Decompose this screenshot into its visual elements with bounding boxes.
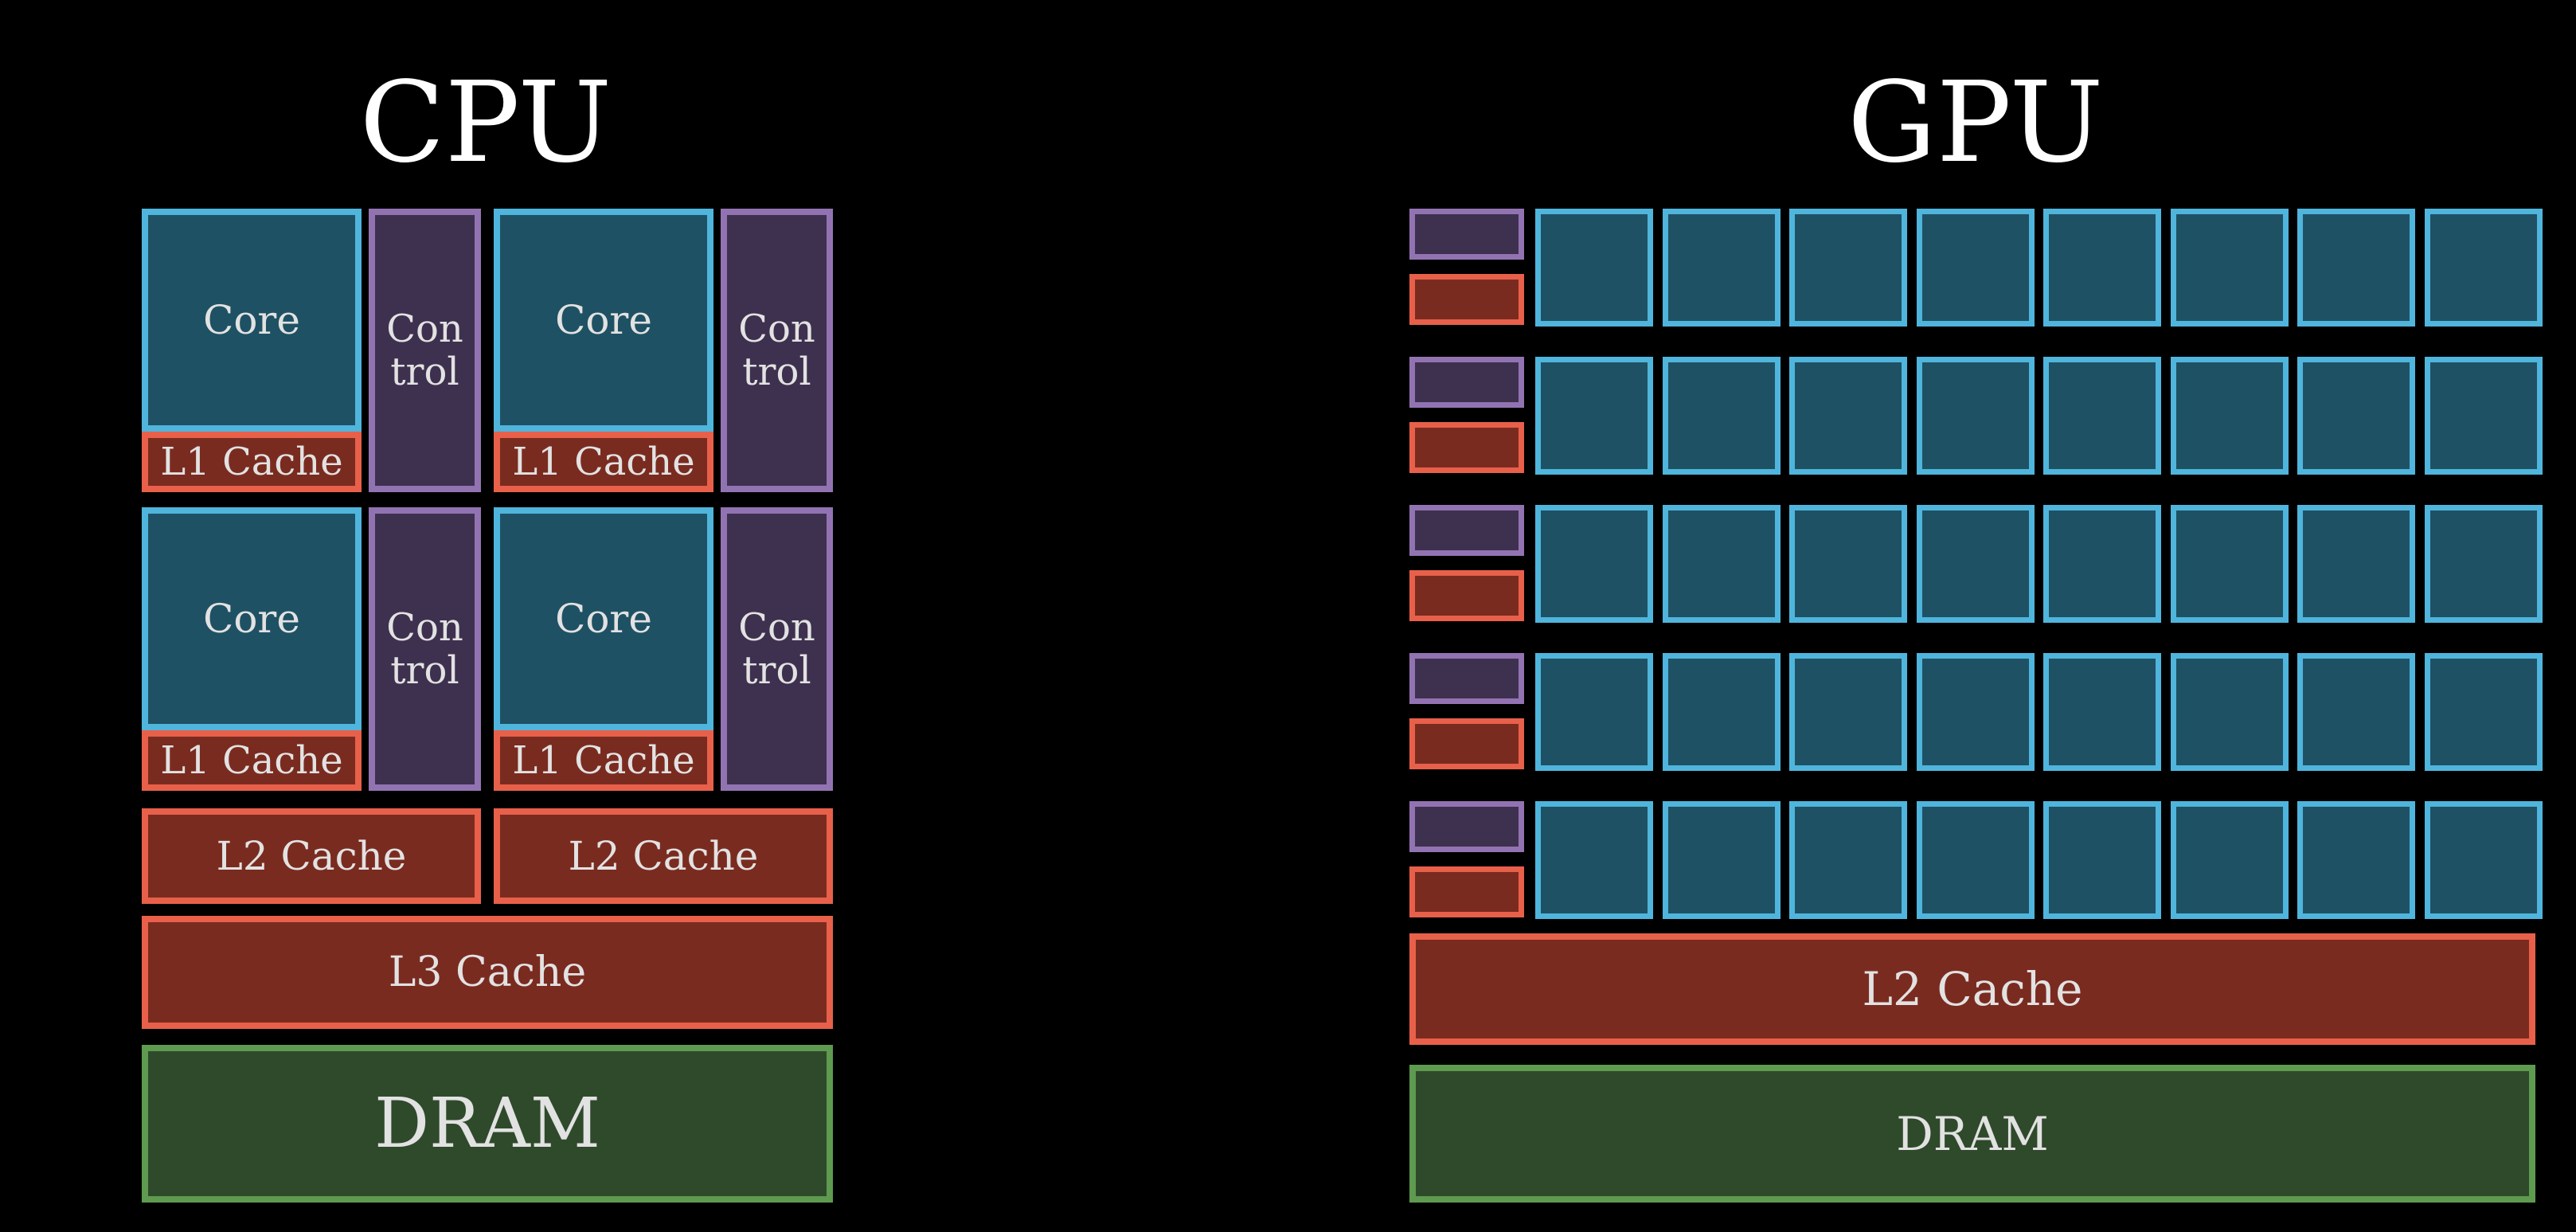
cpu-core-3: Core (142, 507, 362, 730)
cpu-l3-cache: L3 Cache (142, 916, 833, 1029)
l3-cache-label: L3 Cache (388, 948, 587, 996)
gpu-core (1789, 209, 1907, 327)
gpu-core (2171, 801, 2289, 919)
gpu-core (1789, 505, 1907, 623)
cpu-dram: DRAM (142, 1045, 833, 1203)
gpu-core (1663, 801, 1781, 919)
gpu-l1-cache-2 (1409, 422, 1524, 473)
gpu-core (2171, 653, 2289, 771)
cpu-control-1: Con trol (369, 209, 481, 492)
gpu-core (2425, 357, 2543, 475)
gpu-core (2297, 357, 2415, 475)
gpu-core (1535, 505, 1653, 623)
gpu-core (2425, 209, 2543, 327)
l1-cache-label: L1 Cache (160, 738, 343, 783)
gpu-core (1789, 653, 1907, 771)
l2-cache-label: L2 Cache (568, 833, 759, 879)
gpu-core (2425, 653, 2543, 771)
l2-cache-label: L2 Cache (216, 833, 407, 879)
cpu-control-3: Con trol (369, 507, 481, 791)
gpu-core (1535, 357, 1653, 475)
gpu-core (1663, 209, 1781, 327)
gpu-title: GPU (1847, 58, 2104, 188)
core-label: Core (203, 297, 300, 343)
gpu-core (2425, 801, 2543, 919)
core-label: Core (555, 297, 652, 343)
gpu-core (1789, 357, 1907, 475)
gpu-core (2171, 357, 2289, 475)
cpu-core-4: Core (494, 507, 713, 730)
cpu-l1-cache-3: L1 Cache (142, 730, 362, 791)
gpu-control-4 (1409, 653, 1524, 704)
gpu-control-1 (1409, 209, 1524, 260)
core-label: Core (555, 596, 652, 642)
cpu-l1-cache-4: L1 Cache (494, 730, 713, 791)
gpu-core (1917, 357, 2035, 475)
gpu-core (2043, 505, 2161, 623)
gpu-core (2043, 357, 2161, 475)
gpu-l1-cache-5 (1409, 866, 1524, 917)
gpu-core (1917, 209, 2035, 327)
gpu-core (1917, 801, 2035, 919)
control-label-line2: trol (390, 350, 459, 394)
gpu-core (1535, 801, 1653, 919)
gpu-core (2171, 209, 2289, 327)
control-label-line1: Con (738, 605, 815, 650)
gpu-core (1663, 357, 1781, 475)
cpu-title: CPU (359, 58, 612, 188)
gpu-core (2297, 209, 2415, 327)
gpu-dram: DRAM (1409, 1065, 2535, 1203)
gpu-core (1535, 653, 1653, 771)
cpu-l1-cache-2: L1 Cache (494, 432, 713, 492)
cpu-l1-cache-1: L1 Cache (142, 432, 362, 492)
gpu-core (2043, 653, 2161, 771)
gpu-core (2043, 209, 2161, 327)
core-label: Core (203, 596, 300, 642)
gpu-core (1917, 505, 2035, 623)
gpu-control-3 (1409, 505, 1524, 556)
control-label-line1: Con (386, 307, 463, 351)
cpu-core-1: Core (142, 209, 362, 432)
gpu-control-5 (1409, 801, 1524, 852)
gpu-l1-cache-3 (1409, 570, 1524, 621)
cpu-control-4: Con trol (721, 507, 833, 791)
cpu-l2-cache-right: L2 Cache (494, 808, 833, 904)
l1-cache-label: L1 Cache (512, 738, 695, 783)
control-label-line2: trol (390, 648, 459, 693)
gpu-core (1663, 653, 1781, 771)
gpu-core (2297, 505, 2415, 623)
l1-cache-label: L1 Cache (160, 440, 343, 484)
gpu-core (1663, 505, 1781, 623)
gpu-control-2 (1409, 357, 1524, 408)
gpu-core (2425, 505, 2543, 623)
gpu-core (2297, 653, 2415, 771)
gpu-core (2043, 801, 2161, 919)
gpu-core (1917, 653, 2035, 771)
l2-cache-label: L2 Cache (1862, 962, 2083, 1016)
dram-label: DRAM (1896, 1106, 2049, 1161)
gpu-core (2297, 801, 2415, 919)
gpu-core (2171, 505, 2289, 623)
gpu-l2-cache: L2 Cache (1409, 933, 2535, 1045)
gpu-l1-cache-1 (1409, 274, 1524, 325)
cpu-core-2: Core (494, 209, 713, 432)
gpu-core (1789, 801, 1907, 919)
gpu-core (1535, 209, 1653, 327)
cpu-l2-cache-left: L2 Cache (142, 808, 481, 904)
control-label-line2: trol (742, 350, 811, 394)
cpu-control-2: Con trol (721, 209, 833, 492)
control-label-line1: Con (738, 307, 815, 351)
control-label-line1: Con (386, 605, 463, 650)
dram-label: DRAM (374, 1084, 600, 1164)
gpu-l1-cache-4 (1409, 718, 1524, 769)
control-label-line2: trol (742, 648, 811, 693)
l1-cache-label: L1 Cache (512, 440, 695, 484)
